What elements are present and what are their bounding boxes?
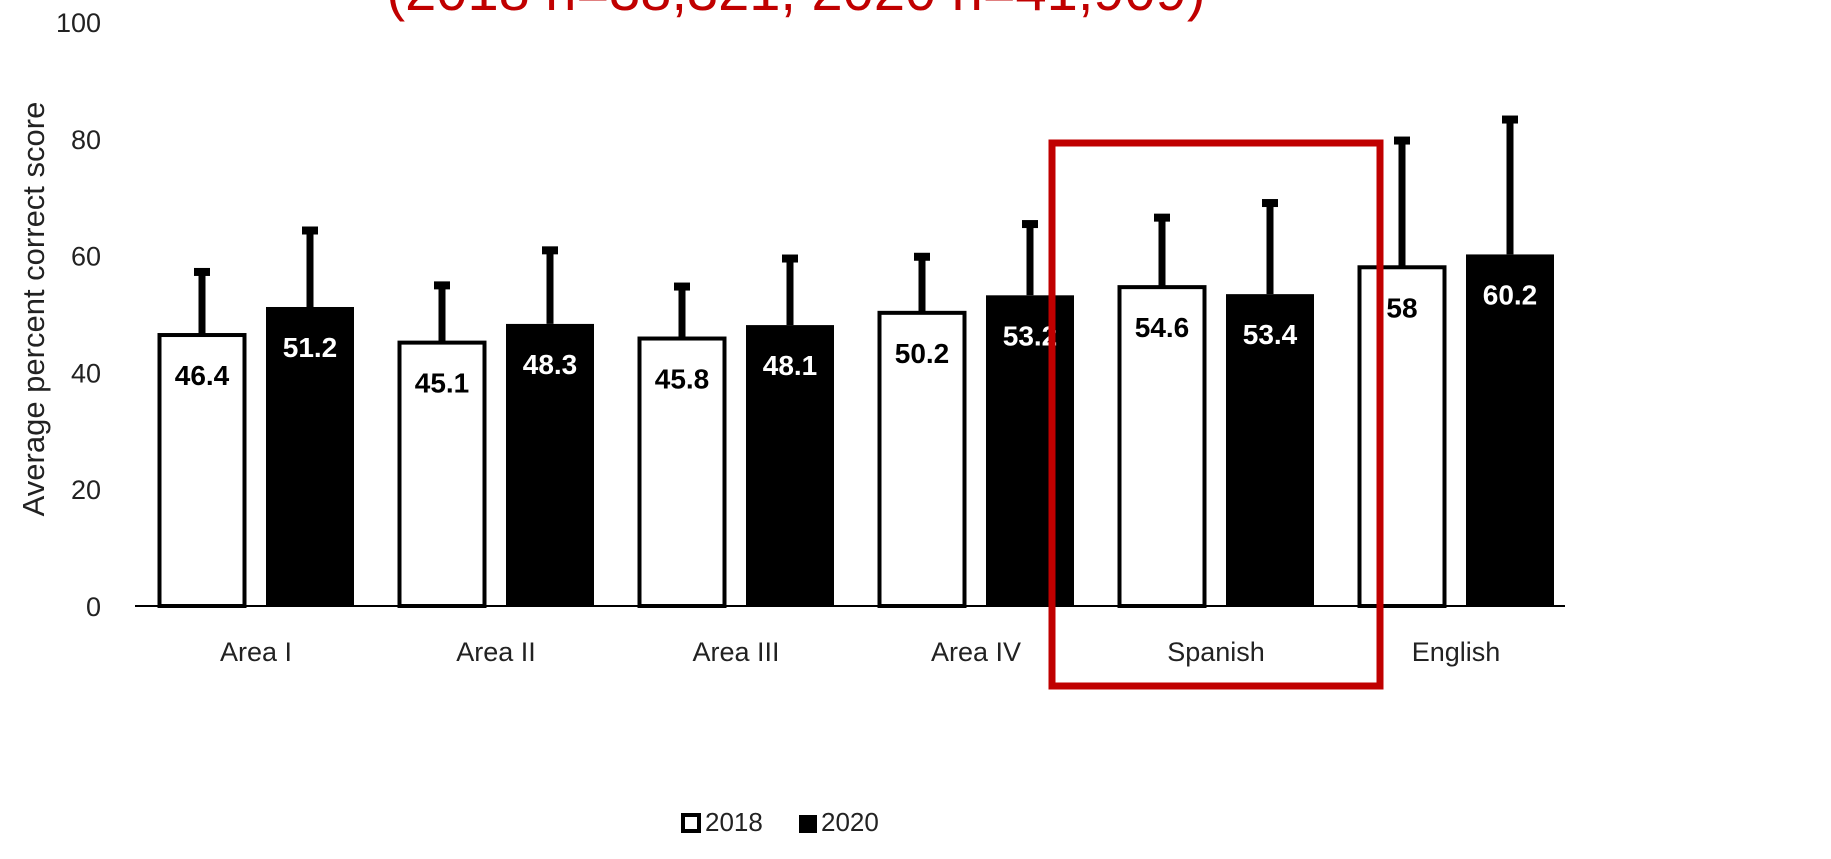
x-category-label: Area I [220, 637, 292, 667]
x-category-label: English [1412, 637, 1501, 667]
data-label: 51.2 [283, 332, 338, 363]
bars-group [157, 254, 1554, 608]
data-label: 54.6 [1135, 312, 1190, 343]
legend: 2018 2020 [681, 807, 879, 837]
data-label: 60.2 [1483, 279, 1538, 310]
y-tick-label: 80 [71, 125, 101, 155]
y-axis-ticks: 0 20 40 60 80 100 [56, 8, 101, 622]
data-labels-group: 46.4 51.2 45.1 48.3 45.8 48.1 50.2 53.2 54.6 53.4… [175, 279, 1538, 398]
data-label: 48.3 [523, 349, 578, 380]
data-label: 48.1 [763, 350, 818, 381]
data-label: 46.4 [175, 360, 230, 391]
x-axis-categories: Area I Area II Area III Area IV Spanish Engli… [220, 637, 1500, 667]
legend-swatch-2018 [681, 813, 701, 833]
bar-2020-area-ii [506, 323, 594, 606]
data-label: 45.8 [655, 364, 710, 395]
y-tick-label: 60 [71, 242, 101, 272]
data-label: 50.2 [895, 338, 950, 369]
y-tick-label: 0 [86, 592, 101, 622]
chart-title-fragment: (2018 n=38,321, 2020 n=41,909) [387, 0, 1206, 22]
y-axis-label: Average percent correct score [16, 102, 51, 517]
y-tick-label: 20 [71, 475, 101, 505]
data-label: 45.1 [415, 368, 470, 399]
legend-label-2020: 2020 [821, 807, 879, 837]
x-category-label: Area III [692, 637, 779, 667]
x-category-label: Area II [456, 637, 536, 667]
bar-2020-area-iii [746, 325, 834, 606]
data-label: 58 [1386, 292, 1417, 323]
bar-2018-area-iii [637, 336, 727, 608]
legend-label-2018: 2018 [705, 807, 763, 837]
bar-2020-english [1466, 254, 1554, 606]
bar-2020-area-iv [986, 295, 1074, 606]
data-label: 53.2 [1003, 320, 1058, 351]
x-category-label: Area IV [931, 637, 1021, 667]
highlight-box-spanish [1048, 139, 1384, 690]
legend-swatch-2020 [799, 815, 817, 833]
data-label: 53.4 [1243, 319, 1298, 350]
bar-2020-area-i [266, 306, 354, 606]
x-category-label: Spanish [1167, 637, 1265, 667]
bar-2018-area-i [157, 333, 247, 608]
y-tick-label: 40 [71, 358, 101, 388]
error-bars-group [194, 115, 1518, 343]
bar-2020-spanish [1226, 294, 1314, 606]
y-tick-label: 100 [56, 8, 101, 38]
